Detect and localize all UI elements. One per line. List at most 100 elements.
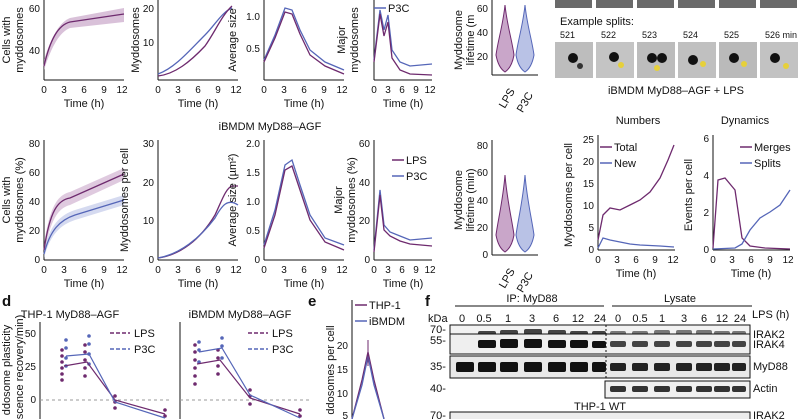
x-tick: 9 <box>321 265 327 276</box>
y-axis-label: ddosomes per cell <box>325 325 337 414</box>
y-axis-label: Myddosome <box>453 170 465 230</box>
timepoint: 6 <box>553 313 559 325</box>
y-tick: 80 <box>29 139 41 150</box>
x-tick: 6 <box>399 265 405 276</box>
kda-label: kDa <box>428 313 448 325</box>
x-category-label: P3C <box>515 270 536 295</box>
legend-label: LPS <box>134 328 155 340</box>
y-tick: 10 <box>583 201 595 212</box>
y-tick: 60 <box>29 4 41 15</box>
x-tick: 9 <box>767 255 773 266</box>
y-tick: 30 <box>143 139 155 150</box>
y-tick: 0 <box>482 250 488 261</box>
y-axis-label: Myddosomes <box>130 7 142 73</box>
x-tick: 0 <box>261 85 267 96</box>
y-tick: 20 <box>337 341 349 352</box>
timepoint: 3 <box>529 313 535 325</box>
y-tick: 40 <box>477 196 489 207</box>
panel-letter: f <box>425 293 431 310</box>
timepoint: 6 <box>701 313 707 325</box>
y-axis-label: myddosomes <box>14 7 26 73</box>
legend-label: Splits <box>754 158 781 170</box>
middle-panel-size: 0 0.5 1.0 1.5 2.0 Average size (µm²) 0 3… <box>227 139 348 290</box>
x-tick: 3 <box>385 85 391 96</box>
x-tick: 3 <box>385 265 391 276</box>
panel-e: e ddosomes per cell 20 15 10 5 THP-1 iBM… <box>308 293 405 419</box>
split-time: 526 min <box>765 30 797 40</box>
split-time: 524 <box>683 30 698 40</box>
y-axis-label: Myddosomes per cell <box>563 143 575 247</box>
middle-panel-lifetime: 0 20 40 60 80 Myddosome lifetime (min) L… <box>453 140 538 295</box>
x-tick: 3 <box>281 265 287 276</box>
y-tick: 0.5 <box>246 226 260 237</box>
lps-label: LPS (h) <box>752 309 789 321</box>
y-tick: 10 <box>143 38 155 49</box>
x-tick: 0 <box>261 265 267 276</box>
x-tick: 6 <box>301 265 307 276</box>
dynamics-panel: Dynamics Merges Splits 0 2 4 6 Events pe… <box>683 115 794 280</box>
y-tick: 40 <box>359 178 371 189</box>
x-tick: 12 <box>230 85 242 96</box>
blot-irak4: 55- IRAK4 <box>430 333 785 355</box>
legend-label: LPS <box>406 155 427 167</box>
marker: 70- <box>430 410 446 419</box>
timepoint: 1 <box>505 313 511 325</box>
panel-letter: d <box>2 293 11 310</box>
y-tick: 60 <box>477 168 489 179</box>
x-tick: 0 <box>155 85 161 96</box>
y-tick: 0 <box>588 245 594 256</box>
y-axis-label: Major <box>333 186 345 214</box>
panel-title: iBMDM MyD88–AGF <box>189 309 292 321</box>
dynamics-title: Dynamics <box>721 115 770 127</box>
y-tick: 6 <box>703 134 709 145</box>
panel-letter: e <box>308 293 316 310</box>
x-tick: 12 <box>336 265 348 276</box>
x-tick: 6 <box>81 265 87 276</box>
x-tick: 9 <box>413 265 419 276</box>
middle-panel-myddosomes: 0 10 20 30 Myddosomes per cell 0 3 6 9 1… <box>119 139 242 290</box>
blot-actin: 40- Actin <box>430 380 777 399</box>
timepoint: 12 <box>572 313 584 325</box>
x-tick: 12 <box>667 255 679 266</box>
x-axis-label: Time (h) <box>616 268 657 280</box>
y-tick: 0 <box>364 255 370 266</box>
x-tick: 12 <box>336 85 348 96</box>
y-tick: 15 <box>583 179 595 190</box>
y-tick: 20 <box>29 226 41 237</box>
middle-row: iBMDM MyD88–AGF 0 20 40 60 80 Cells with… <box>1 115 794 295</box>
x-tick: 12 <box>116 85 128 96</box>
x-tick: 12 <box>230 265 242 276</box>
split-time: 521 <box>560 30 575 40</box>
y-tick: 60 <box>359 139 371 150</box>
y-axis-label: Major <box>336 26 348 54</box>
x-axis-label: Time (h) <box>284 98 325 110</box>
legend-label: Merges <box>754 142 791 154</box>
x-tick: 6 <box>399 85 405 96</box>
marker: 70- <box>430 324 446 336</box>
timepoint: 24 <box>734 313 746 325</box>
top-panel-myddosomes: 20 10 Myddosomes 0 3 6 9 12 Time (h) <box>130 0 242 110</box>
panel-f: f IP: MyD88 Lysate LPS (h) kDa 0 0.5 1 3… <box>425 293 789 419</box>
y-tick: 40 <box>477 28 489 39</box>
x-axis-label: Time (h) <box>178 98 219 110</box>
legend-label: LPS <box>272 328 293 340</box>
y-tick: 15 <box>337 365 349 376</box>
legend-label: New <box>614 158 636 170</box>
lysate-label: Lysate <box>664 293 696 305</box>
numbers-title: Numbers <box>616 115 661 127</box>
middle-panel-cells: 0 20 40 60 80 Cells with myddosomes (%) … <box>1 139 128 290</box>
x-tick: 6 <box>748 255 754 266</box>
y-tick: 10 <box>143 216 155 227</box>
legend-label: Total <box>614 142 637 154</box>
marker: 40- <box>430 383 446 395</box>
x-tick: 3 <box>614 255 620 266</box>
y-axis-label: myddosomes (%) <box>346 157 358 243</box>
x-tick: 9 <box>652 255 658 266</box>
split-time: 525 <box>724 30 739 40</box>
y-tick: 50 <box>25 329 37 340</box>
x-tick: 0 <box>710 255 716 266</box>
blot-irak2-wt: 70- IRAK2 <box>430 410 785 419</box>
x-tick: 6 <box>81 85 87 96</box>
x-tick: 9 <box>215 265 221 276</box>
timepoint: 0.5 <box>632 313 647 325</box>
